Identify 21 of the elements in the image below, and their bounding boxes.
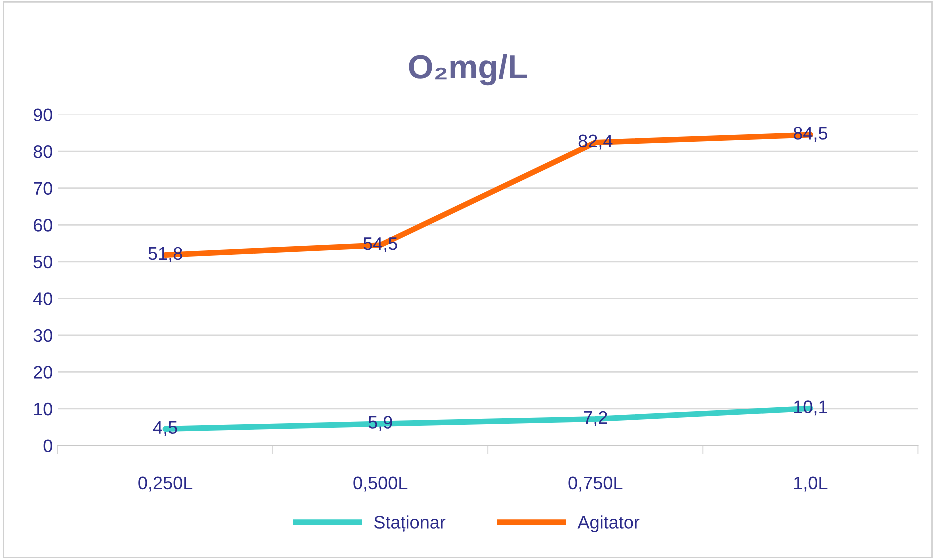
y-tick-label: 80 bbox=[34, 146, 52, 158]
data-label: 84,5 bbox=[794, 127, 828, 142]
data-label: 4,5 bbox=[153, 421, 178, 436]
y-tick-label: 90 bbox=[34, 108, 52, 122]
chart-title: O₂mg/L bbox=[409, 54, 528, 86]
data-label: 51,8 bbox=[148, 247, 182, 262]
y-tick-label: 30 bbox=[34, 329, 52, 342]
x-tick-label: 0,250L bbox=[138, 476, 193, 492]
y-tick-label: 40 bbox=[34, 292, 52, 306]
y-tick-label: 50 bbox=[34, 256, 52, 269]
legend-label: Agitator bbox=[578, 516, 640, 532]
x-tick-label: 1,0L bbox=[794, 476, 828, 492]
data-label: 10,1 bbox=[794, 400, 828, 416]
y-tick-label: 70 bbox=[34, 182, 52, 196]
y-tick-label: 20 bbox=[34, 366, 52, 379]
y-tick-label: 0 bbox=[44, 440, 52, 452]
x-tick-label: 0,750L bbox=[568, 476, 623, 492]
x-tick-label: 0,500L bbox=[354, 476, 408, 492]
y-tick-label: 60 bbox=[34, 219, 52, 232]
y-tick-label: 10 bbox=[34, 402, 52, 416]
legend-label: Staționar bbox=[374, 516, 446, 533]
